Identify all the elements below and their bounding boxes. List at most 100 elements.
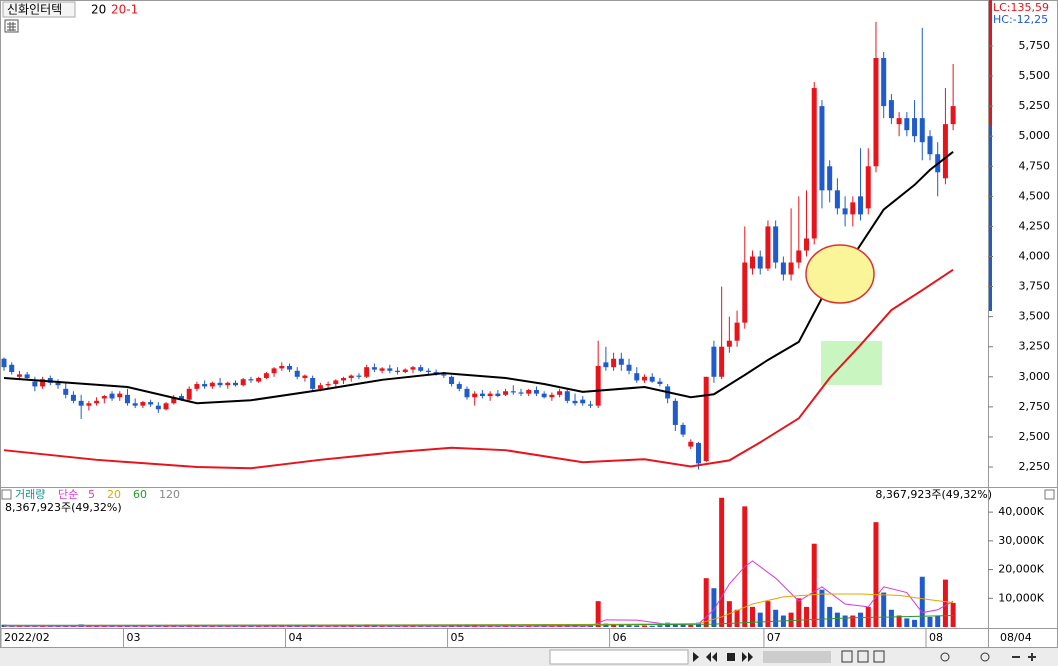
candle-body (441, 374, 447, 376)
candle-body (479, 393, 485, 397)
candle-body (580, 399, 586, 404)
zoom-button[interactable] (940, 652, 950, 662)
volume-bar (618, 624, 624, 627)
candle-body (155, 405, 161, 410)
candle-body (40, 379, 46, 387)
y-tick-label: 2,500 (1019, 430, 1051, 443)
x-tick-label: 06 (613, 631, 627, 644)
candle-body (634, 373, 640, 381)
candle-body (248, 379, 254, 381)
legend-item: 60 (133, 488, 147, 501)
candle-body (780, 262, 786, 275)
candle-body (225, 382, 231, 386)
y-tick-label: 2,750 (1019, 400, 1051, 413)
legend-item: 120 (159, 488, 180, 501)
candle-body (873, 57, 879, 167)
volume-bar (672, 624, 678, 627)
price-indicator-down (989, 125, 992, 311)
candle-body (379, 368, 385, 371)
play-button[interactable] (693, 652, 699, 662)
candle-body (256, 378, 262, 382)
x-tick-label: 2022/02 (4, 631, 50, 644)
candle-body (287, 365, 293, 370)
candle-body (387, 368, 393, 371)
volume-bar (873, 522, 879, 627)
volume-bar (695, 622, 701, 627)
volume-close[interactable] (1044, 489, 1055, 500)
tool-button[interactable] (841, 650, 853, 663)
candle-body (232, 382, 238, 386)
rewind-button[interactable] (706, 652, 717, 662)
candle-body (418, 367, 424, 371)
candle-body (757, 256, 763, 269)
candle-body (703, 376, 709, 462)
y-tick-label: 5,500 (1019, 69, 1051, 82)
y-tick-label: 3,500 (1019, 310, 1051, 323)
candle-body (356, 375, 362, 377)
volume-bar (912, 619, 918, 627)
table-icon-grid (7, 22, 16, 31)
candle-body (927, 136, 933, 155)
x-tick-label: 08 (929, 631, 943, 644)
candle-body (263, 373, 269, 379)
volume-bar (719, 497, 725, 627)
volume-ma-line (4, 560, 954, 627)
candle-body (750, 256, 756, 269)
candle-body (186, 388, 192, 400)
candle-body (1, 358, 7, 368)
candle-body (881, 57, 887, 107)
stop-button[interactable] (727, 653, 735, 661)
candle-body (294, 370, 300, 377)
y-tick-label: 20,000K (998, 563, 1044, 576)
candle-body (178, 396, 184, 400)
price-indicator-up (989, 0, 992, 125)
candle-body (317, 385, 323, 389)
candle-body (711, 346, 717, 377)
candle-body (557, 391, 563, 395)
speed-slider[interactable] (763, 651, 831, 663)
candle-body (325, 384, 331, 386)
candle-body (410, 367, 416, 370)
volume-ma-line (3, 615, 954, 626)
y-tick-label: 5,750 (1019, 39, 1051, 52)
volume-bar (680, 624, 686, 627)
candle-body (858, 196, 864, 215)
x-tick-label: 03 (126, 631, 140, 644)
tool-button[interactable] (873, 650, 885, 663)
volume-toggle[interactable] (1, 489, 12, 500)
zoom-buttons[interactable] (1012, 653, 1036, 661)
volume-bar (865, 606, 871, 627)
hc-label: HC:-12,25 (993, 13, 1048, 26)
y-tick-label: 40,000K (998, 505, 1044, 518)
candle-body (518, 392, 524, 394)
volume-bar (634, 625, 640, 627)
forward-button[interactable] (742, 652, 753, 662)
volume-bar (703, 578, 709, 627)
candle-body (395, 370, 401, 372)
volume-bar (641, 625, 647, 627)
toolbar (693, 650, 1036, 663)
volume-bar (611, 624, 617, 627)
candle-body (695, 442, 701, 464)
candle-body (16, 374, 22, 377)
candle-body (217, 382, 223, 386)
tool-button[interactable] (857, 650, 869, 663)
candle-body (9, 364, 15, 372)
volume-bar (804, 606, 810, 627)
candle-body (456, 384, 462, 389)
volume-bar (750, 606, 756, 627)
candle-body (603, 362, 609, 368)
candle-body (564, 391, 570, 401)
zoom-button[interactable] (980, 652, 990, 662)
candle-body (425, 370, 431, 372)
legend-item: 20 (107, 488, 121, 501)
volume-bar (834, 612, 840, 627)
stock-name: 신화인터텍 (7, 3, 62, 17)
candle-body (78, 400, 84, 406)
scrollbar (0, 648, 1058, 666)
candle-body (595, 365, 601, 406)
scroll-thumb[interactable] (549, 649, 689, 665)
candle-body (888, 100, 894, 119)
table-icon[interactable] (4, 19, 19, 33)
candle-body (719, 346, 725, 377)
